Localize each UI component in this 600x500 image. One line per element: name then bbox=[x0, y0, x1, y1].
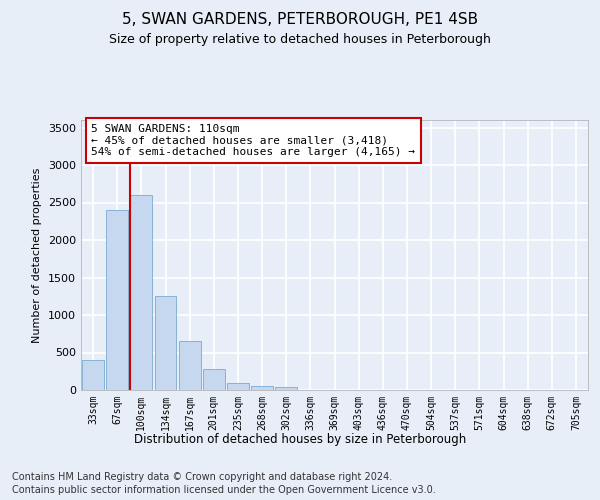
Bar bbox=[203, 369, 224, 390]
Text: Contains public sector information licensed under the Open Government Licence v3: Contains public sector information licen… bbox=[12, 485, 436, 495]
Bar bbox=[155, 296, 176, 390]
Text: Contains HM Land Registry data © Crown copyright and database right 2024.: Contains HM Land Registry data © Crown c… bbox=[12, 472, 392, 482]
Bar bbox=[82, 360, 104, 390]
Bar bbox=[251, 386, 273, 390]
Bar bbox=[106, 210, 128, 390]
Text: 5 SWAN GARDENS: 110sqm
← 45% of detached houses are smaller (3,418)
54% of semi-: 5 SWAN GARDENS: 110sqm ← 45% of detached… bbox=[91, 124, 415, 157]
Text: Size of property relative to detached houses in Peterborough: Size of property relative to detached ho… bbox=[109, 32, 491, 46]
Bar bbox=[227, 382, 249, 390]
Text: Distribution of detached houses by size in Peterborough: Distribution of detached houses by size … bbox=[134, 432, 466, 446]
Bar bbox=[275, 387, 297, 390]
Bar bbox=[179, 341, 200, 390]
Text: 5, SWAN GARDENS, PETERBOROUGH, PE1 4SB: 5, SWAN GARDENS, PETERBOROUGH, PE1 4SB bbox=[122, 12, 478, 28]
Y-axis label: Number of detached properties: Number of detached properties bbox=[32, 168, 43, 342]
Bar bbox=[130, 195, 152, 390]
